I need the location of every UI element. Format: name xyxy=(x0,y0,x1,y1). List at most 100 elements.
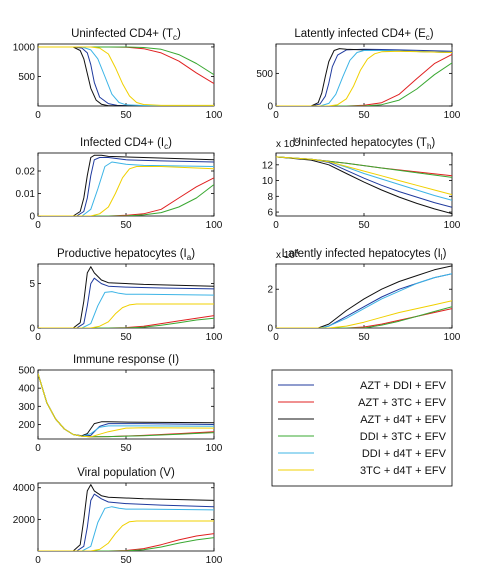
series-line-6 xyxy=(38,303,214,328)
y-tick-label: 0 xyxy=(29,324,35,335)
panel-title-subscript: h xyxy=(427,142,431,151)
panel-8: Viral population (V) 0 50 100 2000 4000 xyxy=(13,467,223,566)
y-tick-label: 5 xyxy=(29,279,35,290)
x-tick-label: 50 xyxy=(120,555,132,566)
x-tick-label: 100 xyxy=(444,110,461,121)
series-line-6 xyxy=(38,520,214,551)
series-line-5 xyxy=(276,273,452,328)
series-line-4 xyxy=(38,317,214,328)
y-tick-label: 500 xyxy=(18,72,35,83)
y-tick-label: 6 xyxy=(267,208,273,219)
y-tick-label: 500 xyxy=(256,69,273,80)
panel-title: Latently infected hepatocytes (Il) xyxy=(282,248,447,262)
series-line-6 xyxy=(276,156,452,196)
y-tick-label: 500 xyxy=(18,366,35,377)
series-group xyxy=(38,484,214,551)
x-tick-label: 50 xyxy=(120,220,132,231)
y-tick-label: 4000 xyxy=(13,483,36,494)
x-tick-label: 0 xyxy=(35,220,41,231)
x-tick-label: 100 xyxy=(206,332,223,343)
panel-title-end: ) xyxy=(431,137,435,149)
series-line-5 xyxy=(38,506,214,551)
series-line-4 xyxy=(38,46,214,76)
panel-title: Infected CD4+ (Ic) xyxy=(80,137,172,151)
panel-title-end: ) xyxy=(443,248,447,260)
series-line-4 xyxy=(38,184,214,216)
panel-title-subscript: c xyxy=(426,33,430,42)
series-line-1 xyxy=(38,493,214,551)
legend-frame xyxy=(271,369,453,487)
axes-frame xyxy=(37,152,215,217)
panel-title-end: ) xyxy=(430,28,434,40)
x-tick-label: 0 xyxy=(273,110,279,121)
axes-frame xyxy=(37,43,215,107)
panel-title-main: Latently infected CD4+ (E xyxy=(294,28,426,40)
panel-title: Uninfected hepatocytes (Th) xyxy=(293,137,436,151)
y-tick-label: 400 xyxy=(18,384,35,395)
axes-frame xyxy=(275,43,453,107)
series-line-5 xyxy=(38,291,214,328)
panel-title-main: Viral population (V) xyxy=(77,467,175,479)
panel-title-subscript: a xyxy=(187,253,192,262)
panel-title-main: Uninfected CD4+ (T xyxy=(71,28,173,40)
axes-frame xyxy=(275,263,453,329)
panel-2: Latently infected CD4+ (Ec) 0 50 100 0 500 xyxy=(256,28,460,121)
y-tick-label: 0.02 xyxy=(16,167,36,178)
x-tick-label: 50 xyxy=(358,220,370,231)
series-group xyxy=(276,265,452,328)
x-tick-label: 0 xyxy=(35,555,41,566)
y-tick-label: 0 xyxy=(29,212,35,223)
y-tick-label: 300 xyxy=(18,402,35,413)
series-line-6 xyxy=(38,46,214,106)
y-tick-label: 0 xyxy=(267,102,273,113)
series-line-3 xyxy=(38,46,214,106)
y-tick-label: 12 xyxy=(262,160,274,171)
axis-multiplier-base: x 10 xyxy=(276,250,295,261)
panel-title-subscript: c xyxy=(164,142,168,151)
series-line-5 xyxy=(38,46,214,106)
x-tick-label: 50 xyxy=(120,110,132,121)
series-line-5 xyxy=(276,50,452,106)
x-tick-label: 50 xyxy=(358,110,370,121)
panel-title-main: Infected CD4+ (I xyxy=(80,137,164,149)
panel-title-end: ) xyxy=(177,28,181,40)
x-tick-label: 0 xyxy=(35,332,41,343)
series-line-4 xyxy=(276,306,452,328)
panel-7: Immune response (I) 0 50 100 200 300 400 500 xyxy=(18,354,222,454)
axes-frame xyxy=(37,369,215,440)
panel-title: Uninfected CD4+ (Tc) xyxy=(71,28,181,42)
x-tick-label: 100 xyxy=(206,555,223,566)
y-tick-label: 8 xyxy=(267,192,273,203)
series-line-3 xyxy=(38,266,214,328)
axis-multiplier-exponent: 6 xyxy=(295,136,299,145)
series-line-3 xyxy=(276,156,452,215)
y-tick-label: 1000 xyxy=(13,42,36,53)
series-group xyxy=(38,154,214,216)
series-line-3 xyxy=(38,154,214,216)
axis-multiplier: x 104 xyxy=(276,247,299,261)
axis-multiplier: x 106 xyxy=(276,136,299,150)
panel-title-main: Uninfected hepatocytes (T xyxy=(293,137,427,149)
x-tick-label: 0 xyxy=(273,332,279,343)
y-tick-label: 0.01 xyxy=(16,189,36,200)
legend-entry-label: 3TC + d4T + EFV xyxy=(360,465,447,477)
series-group xyxy=(38,46,214,106)
x-tick-label: 100 xyxy=(444,332,461,343)
panel-title-subscript: l xyxy=(441,253,443,262)
panel-title: Immune response (I) xyxy=(73,354,179,366)
panel-title-end: ) xyxy=(191,248,195,260)
series-line-1 xyxy=(38,277,214,328)
panel-5: Productive hepatocytes (Ia) 0 50 100 0 5 xyxy=(29,248,222,343)
x-tick-label: 0 xyxy=(35,110,41,121)
series-line-4 xyxy=(38,537,214,551)
legend-entry-label: AZT + d4T + EFV xyxy=(360,414,446,426)
y-tick-label: 200 xyxy=(18,420,35,431)
x-tick-label: 100 xyxy=(206,220,223,231)
series-line-6 xyxy=(276,50,452,106)
legend-entry-label: DDI + 3TC + EFV xyxy=(360,431,447,443)
series-group xyxy=(38,266,214,328)
legend-entry-label: AZT + 3TC + EFV xyxy=(358,397,446,409)
series-line-3 xyxy=(38,484,214,551)
